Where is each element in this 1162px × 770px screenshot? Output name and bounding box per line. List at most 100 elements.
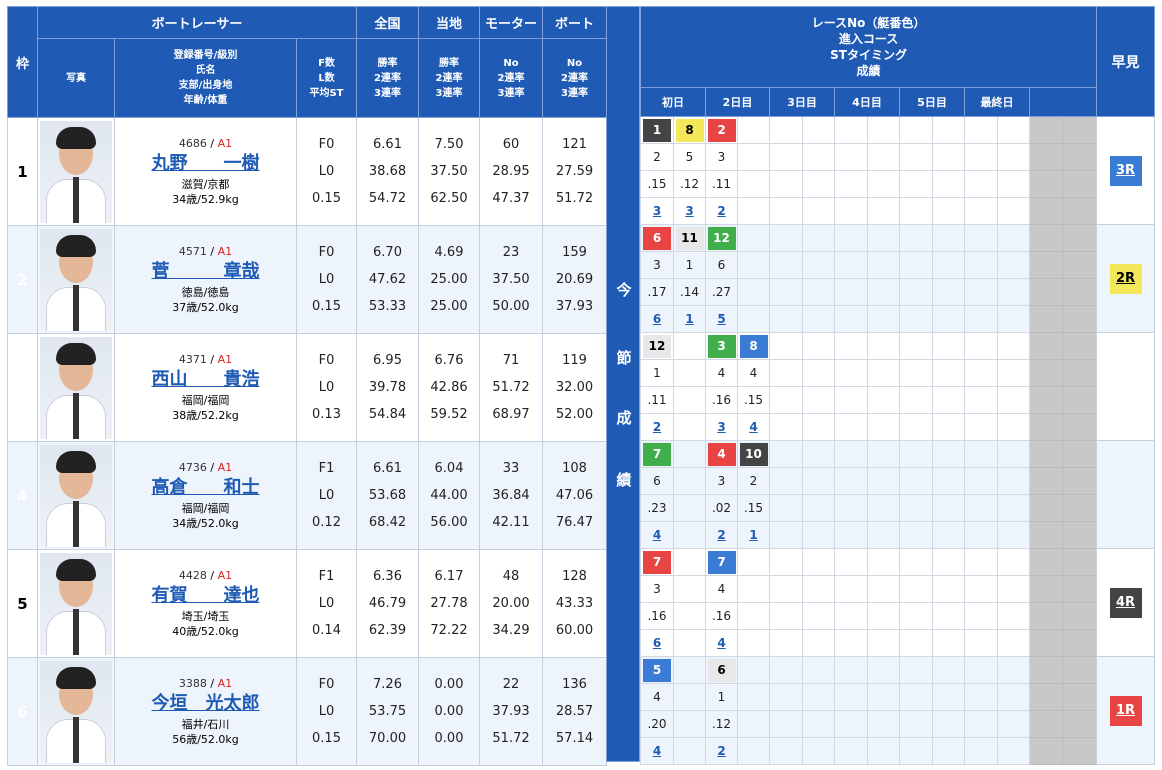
result-cell: 4 bbox=[737, 413, 770, 441]
empty-cell bbox=[997, 548, 1030, 576]
st-cell: .17 bbox=[640, 278, 674, 306]
race-number-cell: 3 bbox=[705, 332, 738, 360]
empty-cell bbox=[737, 224, 770, 252]
empty-cell bbox=[802, 251, 835, 279]
empty-cell bbox=[673, 440, 706, 468]
empty-cell bbox=[867, 143, 900, 171]
empty-cell bbox=[997, 116, 1030, 144]
result-link[interactable]: 3 bbox=[652, 204, 662, 218]
hayami-race-link[interactable]: 1R bbox=[1109, 695, 1142, 726]
empty-cell bbox=[964, 251, 998, 279]
touchi-rates: 6.04 44.00 56.00 bbox=[418, 441, 481, 550]
avatar bbox=[40, 336, 112, 439]
racer-class: A1 bbox=[217, 245, 233, 258]
grey-cell bbox=[1029, 143, 1063, 171]
empty-cell bbox=[802, 683, 835, 711]
racer-row: 5 4428 / A1 有賀 達也 埼玉/埼玉 40歳/52.0kg F1 L0 0.14 6.… bbox=[7, 549, 608, 658]
hayami-race-link[interactable]: 4R bbox=[1109, 587, 1142, 618]
empty-cell bbox=[867, 170, 900, 198]
result-link[interactable]: 2 bbox=[717, 204, 726, 218]
hayami-race-link[interactable]: 3R bbox=[1109, 155, 1142, 186]
grey-cell bbox=[1029, 278, 1063, 306]
result-link[interactable]: 4 bbox=[749, 420, 758, 434]
racer-name-link[interactable]: 西山 貴浩 bbox=[151, 369, 260, 390]
result-link[interactable]: 3 bbox=[717, 420, 726, 434]
grey-cell bbox=[1029, 413, 1063, 441]
result-link[interactable]: 3 bbox=[685, 204, 694, 218]
empty-cell bbox=[673, 575, 706, 603]
empty-cell bbox=[673, 629, 706, 657]
result-link[interactable]: 6 bbox=[652, 636, 662, 650]
empty-cell bbox=[932, 197, 965, 225]
racer-name-link[interactable]: 菅 章哉 bbox=[151, 261, 260, 282]
result-cell: 4 bbox=[705, 629, 738, 657]
result-link[interactable]: 4 bbox=[717, 636, 726, 650]
empty-cell bbox=[802, 305, 835, 333]
hayami-race-link[interactable]: 2R bbox=[1109, 263, 1142, 294]
avatar bbox=[40, 660, 112, 763]
empty-cell bbox=[834, 278, 868, 306]
register-number: 4371 bbox=[178, 353, 207, 366]
grey-cell bbox=[1029, 602, 1063, 630]
course-cell: 3 bbox=[705, 467, 738, 495]
result-link[interactable]: 2 bbox=[717, 528, 726, 542]
racer-name-link[interactable]: 今垣 光太郎 bbox=[151, 693, 260, 714]
empty-cell bbox=[769, 575, 803, 603]
result-link[interactable]: 4 bbox=[652, 528, 662, 542]
empty-cell bbox=[964, 197, 998, 225]
empty-cell bbox=[997, 575, 1030, 603]
empty-cell bbox=[737, 143, 770, 171]
result-link[interactable]: 1 bbox=[685, 312, 694, 326]
race-number-badge: 5 bbox=[643, 658, 671, 682]
racer-name-link[interactable]: 有賀 達也 bbox=[151, 585, 260, 606]
empty-cell bbox=[932, 305, 965, 333]
race-number-cell: 7 bbox=[640, 548, 674, 576]
empty-cell bbox=[802, 359, 835, 387]
course-cell: 3 bbox=[705, 143, 738, 171]
racer-photo bbox=[37, 441, 115, 550]
result-link[interactable]: 2 bbox=[652, 420, 662, 434]
empty-cell bbox=[899, 575, 933, 603]
racer-name-link[interactable]: 高倉 和士 bbox=[151, 477, 260, 498]
empty-cell bbox=[673, 710, 706, 738]
race-number-cell: 12 bbox=[705, 224, 738, 252]
touchi-rates: 4.69 25.00 25.00 bbox=[418, 225, 481, 334]
empty-cell bbox=[802, 494, 835, 522]
race-subrow: 3 3 2 bbox=[640, 197, 1098, 225]
race-subrow: .11 .16.15 bbox=[640, 386, 1098, 414]
empty-cell bbox=[673, 521, 706, 549]
result-link[interactable]: 4 bbox=[652, 744, 662, 758]
empty-cell bbox=[769, 494, 803, 522]
empty-cell bbox=[769, 521, 803, 549]
result-link[interactable]: 2 bbox=[717, 744, 726, 758]
hayami-table: 早見 3R 2R 4R 1R bbox=[1096, 6, 1155, 765]
result-link[interactable]: 5 bbox=[717, 312, 726, 326]
course-cell: 1 bbox=[673, 251, 706, 279]
grey-cell bbox=[1029, 494, 1063, 522]
empty-cell bbox=[867, 251, 900, 279]
empty-cell bbox=[769, 116, 803, 144]
course-cell: 1 bbox=[705, 683, 738, 711]
empty-cell bbox=[802, 224, 835, 252]
empty-cell bbox=[964, 575, 998, 603]
grey-cell bbox=[1029, 737, 1063, 765]
empty-cell bbox=[867, 224, 900, 252]
grey-cell bbox=[1029, 521, 1063, 549]
empty-cell bbox=[964, 413, 998, 441]
empty-cell bbox=[932, 278, 965, 306]
motor-stats: 60 28.95 47.37 bbox=[479, 117, 544, 226]
empty-cell bbox=[737, 116, 770, 144]
empty-cell bbox=[899, 521, 933, 549]
day-header: 4日目 bbox=[834, 87, 900, 117]
grey-cell bbox=[1061, 737, 1098, 765]
boat-stats: 119 32.00 52.00 bbox=[542, 333, 608, 442]
empty-cell bbox=[964, 710, 998, 738]
empty-cell bbox=[899, 143, 933, 171]
empty-cell bbox=[834, 440, 868, 468]
racer-name-link[interactable]: 丸野 一樹 bbox=[151, 153, 260, 174]
grey-cell bbox=[1061, 359, 1098, 387]
result-link[interactable]: 1 bbox=[749, 528, 758, 542]
result-link[interactable]: 6 bbox=[652, 312, 662, 326]
touchi-rates: 7.50 37.50 62.50 bbox=[418, 117, 481, 226]
grey-cell bbox=[1061, 494, 1098, 522]
